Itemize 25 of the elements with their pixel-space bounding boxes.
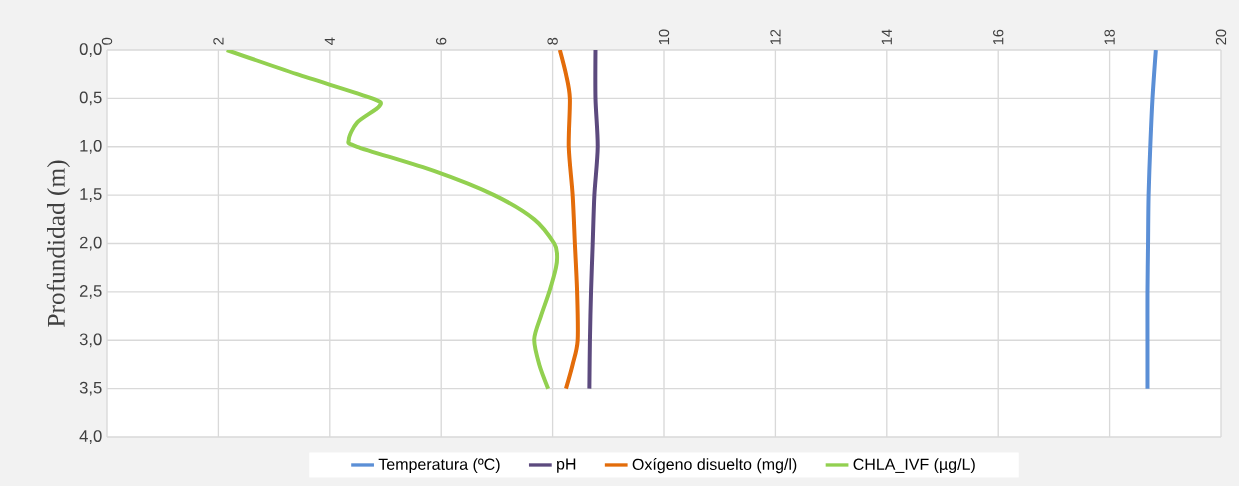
y-tick-label: 2,0 bbox=[79, 236, 102, 251]
legend-label: pH bbox=[557, 458, 576, 473]
y-tick-label: 1,0 bbox=[80, 139, 102, 154]
legend-label: CHLA_IVF (µg/L) bbox=[853, 458, 975, 474]
x-tick-label: 8 bbox=[547, 37, 558, 45]
x-tick-label: 20 bbox=[1215, 29, 1227, 45]
y-axis-title: Profundidad (m) bbox=[46, 160, 70, 327]
y-tick-label: 2,5 bbox=[79, 285, 102, 299]
legend-label: Oxígeno disuelto (mg/l) bbox=[632, 458, 797, 474]
x-tick-label: 14 bbox=[881, 29, 892, 45]
x-tick-label: 6 bbox=[436, 37, 447, 45]
x-tick-label: 16 bbox=[993, 29, 1004, 45]
y-tick-label: 3,0 bbox=[79, 333, 102, 348]
y-tick-label: 4,0 bbox=[79, 430, 102, 444]
x-tick-label: 10 bbox=[658, 29, 670, 45]
y-tick-label: 0,0 bbox=[79, 43, 102, 57]
x-tick-label: 2 bbox=[213, 37, 224, 45]
y-tick-label: 1,5 bbox=[80, 188, 102, 202]
y-tick-label: 0,5 bbox=[79, 91, 102, 106]
legend-label: Temperatura (ºC) bbox=[378, 458, 500, 474]
x-tick-label: 4 bbox=[324, 37, 335, 45]
x-tick-label: 0 bbox=[101, 37, 113, 45]
x-tick-label: 18 bbox=[1104, 29, 1115, 45]
y-tick-label: 3,5 bbox=[79, 381, 102, 396]
x-tick-label: 12 bbox=[770, 29, 781, 45]
